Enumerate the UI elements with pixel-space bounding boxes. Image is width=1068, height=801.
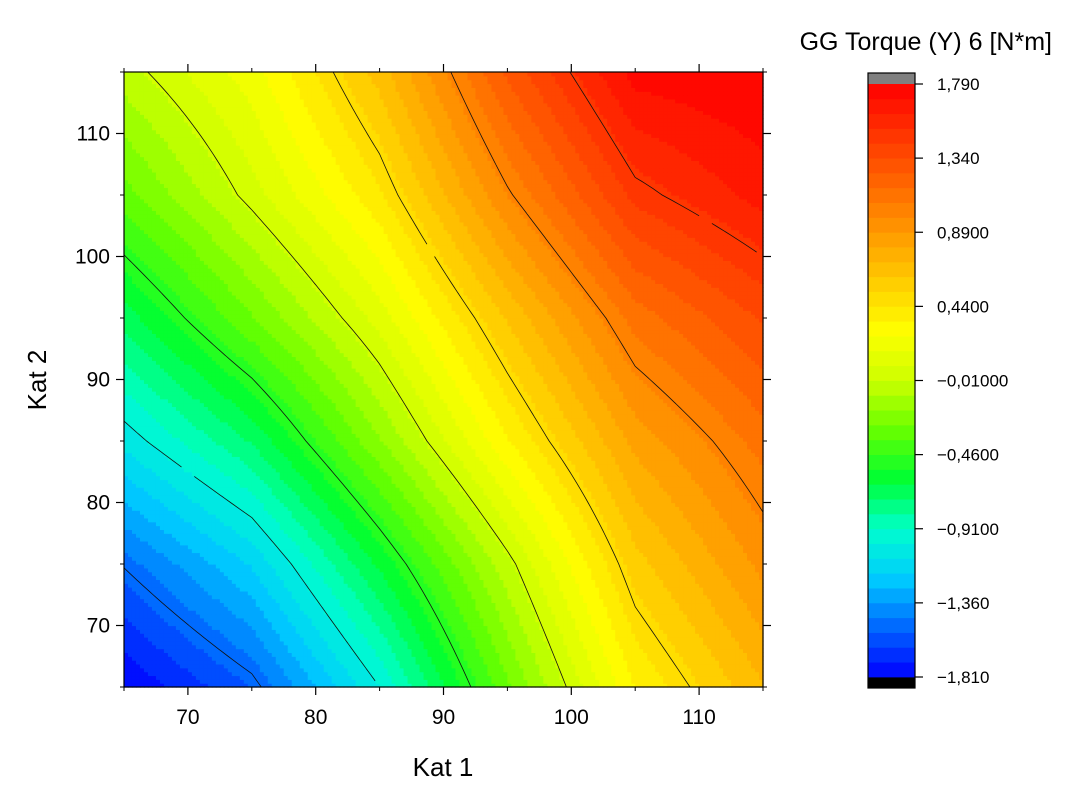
colorbar-band <box>868 381 915 396</box>
colorbar-band <box>868 262 915 277</box>
colorbar-band <box>868 321 915 336</box>
colorbar-band <box>868 114 915 129</box>
colorbar-band <box>868 351 915 366</box>
colorbar-band <box>868 588 915 603</box>
colorbar-band <box>868 99 915 114</box>
y-axis-label: Kat 2 <box>22 350 52 411</box>
colorbar-band <box>868 573 915 588</box>
colorbar-band <box>868 203 915 218</box>
colorbar-band <box>868 247 915 262</box>
colorbar-tick-label: 0,8900 <box>937 223 989 242</box>
y-tick-label: 100 <box>75 246 110 269</box>
y-tick-label: 70 <box>87 615 110 638</box>
colorbar-band <box>868 647 915 662</box>
colorbar-band <box>868 603 915 618</box>
colorbar-tick-label: −0,4600 <box>937 446 999 465</box>
colorbar-band <box>868 188 915 203</box>
colorbar-band <box>868 425 915 440</box>
x-axis-label: Kat 1 <box>413 752 474 782</box>
colorbar-band <box>868 514 915 529</box>
colorbar-band <box>868 143 915 158</box>
colorbar-band <box>868 336 915 351</box>
colorbar-over-cap <box>868 73 915 84</box>
colorbar-title: GG Torque (Y) 6 [N*m] <box>800 28 1052 56</box>
colorbar-under-cap <box>868 677 915 688</box>
colorbar-band <box>868 366 915 381</box>
colorbar-band <box>868 395 915 410</box>
colorbar: 1,790 1,340 0,8900 0,4400 −0,01000 −0,4600 −0,… <box>868 73 1008 688</box>
colorbar-band <box>868 158 915 173</box>
colorbar-band <box>868 544 915 559</box>
colorbar-band <box>868 306 915 321</box>
y-tick-label: 90 <box>87 369 110 392</box>
colorbar-tick-label: 1,790 <box>937 75 980 94</box>
colorbar-band <box>868 633 915 648</box>
colorbar-tick-label: −0,9100 <box>937 520 999 539</box>
y-tick-label: 110 <box>77 123 110 146</box>
colorbar-band <box>868 484 915 499</box>
y-tick-label: 80 <box>87 492 110 515</box>
colorbar-tick-label: 1,340 <box>937 149 980 168</box>
colorbar-band <box>868 128 915 143</box>
colorbar-band <box>868 499 915 514</box>
colorbar-band <box>868 469 915 484</box>
colorbar-band <box>868 410 915 425</box>
x-tick-label: 70 <box>176 706 199 729</box>
colorbar-band <box>868 217 915 232</box>
colorbar-tick-label: 0,4400 <box>937 297 989 316</box>
colorbar-tick-label: −0,01000 <box>937 372 1008 391</box>
colorbar-band <box>868 455 915 470</box>
x-tick-label: 80 <box>304 706 327 729</box>
colorbar-band <box>868 558 915 573</box>
colorbar-band <box>868 440 915 455</box>
colorbar-band <box>868 173 915 188</box>
colorbar-band <box>868 618 915 633</box>
colorbar-band <box>868 277 915 292</box>
x-tick-label: 110 <box>682 706 715 729</box>
colorbar-tick-label: −1,810 <box>937 668 989 687</box>
colorbar-band <box>868 662 915 677</box>
colorbar-band <box>868 529 915 544</box>
x-tick-label: 90 <box>432 706 455 729</box>
colorbar-band <box>868 84 915 99</box>
x-tick-label: 100 <box>554 706 589 729</box>
colorbar-tick-label: −1,360 <box>937 594 989 613</box>
colorbar-band <box>868 292 915 307</box>
colorbar-band <box>868 232 915 247</box>
